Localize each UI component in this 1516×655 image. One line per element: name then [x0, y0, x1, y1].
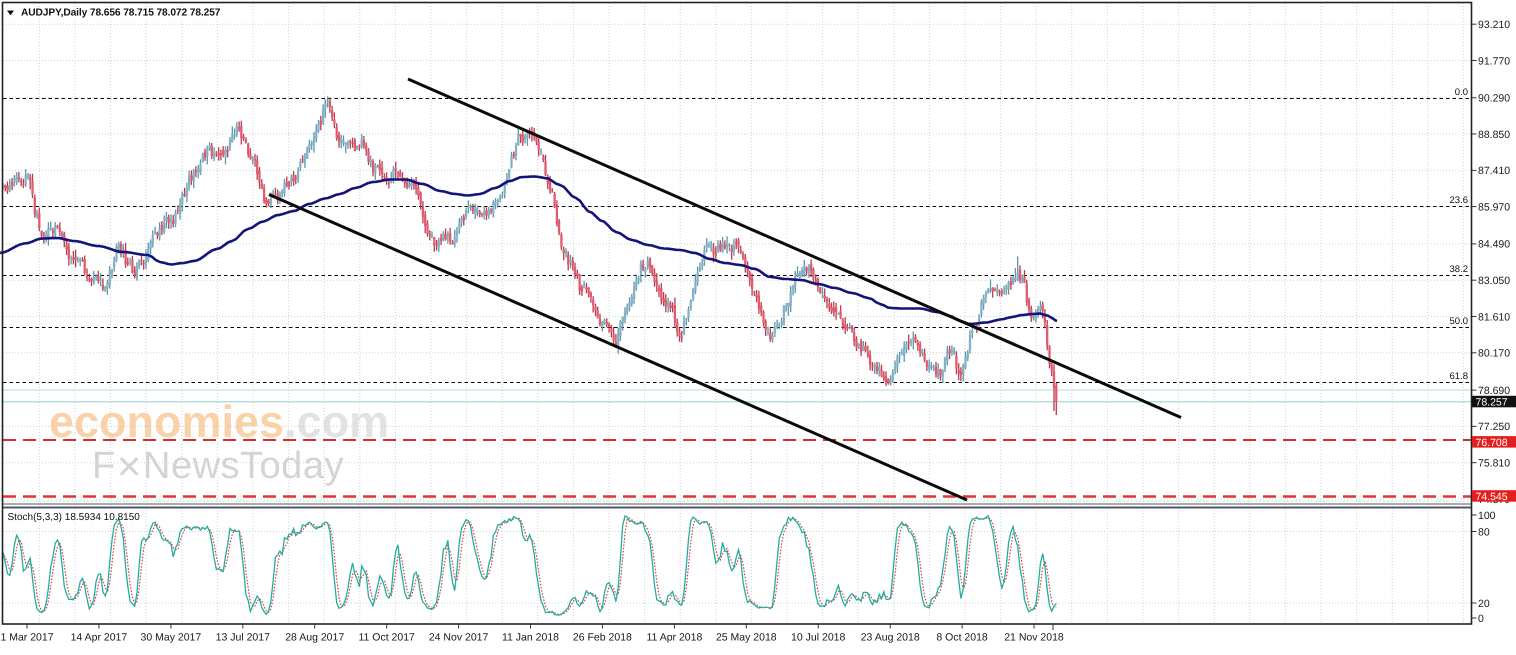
svg-text:78.690: 78.690 [1478, 385, 1510, 397]
svg-text:10 Jul 2018: 10 Jul 2018 [791, 632, 845, 644]
svg-text:80.170: 80.170 [1478, 348, 1510, 360]
svg-text:84.490: 84.490 [1478, 239, 1510, 251]
svg-text:23.6: 23.6 [1450, 195, 1469, 206]
svg-text:0.0: 0.0 [1455, 87, 1468, 98]
svg-text:13 Jul 2017: 13 Jul 2017 [216, 632, 270, 644]
svg-text:77.250: 77.250 [1478, 421, 1510, 433]
svg-text:100: 100 [1478, 510, 1496, 522]
svg-text:28 Aug 2017: 28 Aug 2017 [285, 632, 344, 644]
svg-text:26 Feb 2018: 26 Feb 2018 [573, 632, 632, 644]
svg-text:0: 0 [1478, 613, 1484, 625]
svg-text:Stoch(5,3,3) 18.5934 10.8150: Stoch(5,3,3) 18.5934 10.8150 [8, 512, 141, 523]
svg-text:74.545: 74.545 [1476, 491, 1508, 503]
svg-text:87.410: 87.410 [1478, 165, 1510, 177]
svg-text:23 Aug 2018: 23 Aug 2018 [861, 632, 920, 644]
svg-text:14 Apr 2017: 14 Apr 2017 [71, 632, 128, 644]
svg-text:90.290: 90.290 [1478, 93, 1510, 105]
svg-text:21 Nov 2018: 21 Nov 2018 [1004, 632, 1064, 644]
svg-text:8 Oct 2018: 8 Oct 2018 [936, 632, 988, 644]
svg-text:11 Apr 2018: 11 Apr 2018 [646, 632, 702, 644]
svg-text:AUDJPY,Daily 78.656 78.715 78: AUDJPY,Daily 78.656 78.715 78.072 78.257 [21, 8, 221, 19]
svg-text:78.257: 78.257 [1476, 397, 1508, 409]
svg-text:38.2: 38.2 [1450, 264, 1469, 275]
svg-text:93.210: 93.210 [1478, 19, 1510, 31]
svg-text:85.970: 85.970 [1478, 201, 1510, 213]
svg-text:83.050: 83.050 [1478, 275, 1510, 287]
svg-text:76.708: 76.708 [1476, 437, 1508, 449]
svg-text:75.810: 75.810 [1478, 458, 1510, 470]
svg-text:30 May 2017: 30 May 2017 [141, 632, 202, 644]
svg-text:80: 80 [1478, 526, 1490, 538]
svg-text:88.850: 88.850 [1478, 129, 1510, 141]
svg-text:20: 20 [1478, 598, 1490, 610]
svg-text:F✕NewsToday: F✕NewsToday [92, 445, 344, 487]
svg-text:economies.com: economies.com [49, 396, 389, 447]
svg-text:25 May 2018: 25 May 2018 [716, 632, 777, 644]
svg-text:11 Jan 2018: 11 Jan 2018 [502, 632, 559, 644]
svg-text:1 Mar 2017: 1 Mar 2017 [0, 632, 53, 644]
svg-text:24 Nov 2017: 24 Nov 2017 [429, 632, 489, 644]
svg-text:50.0: 50.0 [1450, 316, 1469, 327]
svg-text:91.770: 91.770 [1478, 55, 1510, 67]
svg-text:11 Oct 2017: 11 Oct 2017 [358, 632, 415, 644]
svg-text:81.610: 81.610 [1478, 311, 1510, 323]
svg-text:61.8: 61.8 [1450, 371, 1469, 382]
